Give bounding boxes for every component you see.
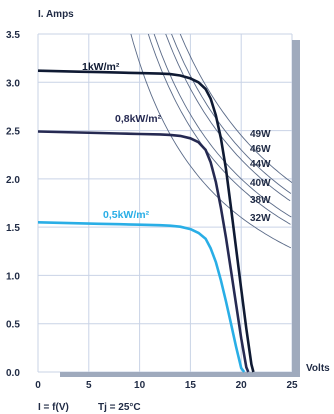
plot-right-border xyxy=(292,40,300,374)
y-tick-label: 0.5 xyxy=(6,320,20,331)
x-tick-label: 10 xyxy=(134,380,146,391)
y-tick-label: 3.0 xyxy=(6,78,20,89)
x-tick-label: 25 xyxy=(286,380,298,391)
power-label-38w: 38W xyxy=(250,195,271,206)
x-axis-title: Volts xyxy=(306,363,330,374)
y-tick-label: 2.0 xyxy=(6,175,20,186)
power-label-46w: 46W xyxy=(250,144,271,155)
power-curve-49w xyxy=(179,34,292,184)
footer-condition: Tj = 25°C xyxy=(98,402,141,413)
series-label-0-5kw: 0,5kW/m² xyxy=(103,209,150,221)
series-line-0 xyxy=(37,69,255,373)
power-curve-46w xyxy=(171,34,292,194)
y-tick-labels: 0.0 0.5 1.0 1.5 2.0 2.5 3.0 3.5 xyxy=(6,30,20,379)
power-label-32w: 32W xyxy=(250,213,271,224)
power-label-49w: 49W xyxy=(250,129,271,140)
plot-bottom-border xyxy=(60,372,300,377)
x-tick-label: 5 xyxy=(86,380,92,391)
power-label-44w: 44W xyxy=(250,159,271,170)
x-tick-label: 0 xyxy=(35,380,41,391)
x-tick-label: 15 xyxy=(185,380,197,391)
power-curve-40w xyxy=(153,34,292,218)
series-line-2 xyxy=(37,221,246,373)
y-tick-label: 3.5 xyxy=(6,30,20,41)
y-tick-label: 2.5 xyxy=(6,127,20,138)
power-label-40w: 40W xyxy=(250,178,271,189)
x-tick-label: 20 xyxy=(236,380,248,391)
power-curves xyxy=(130,34,292,249)
y-tick-label: 0.0 xyxy=(6,368,20,379)
power-curve-38w xyxy=(147,34,291,225)
y-tick-label: 1.5 xyxy=(6,223,20,234)
series-label-0-8kw: 0,8kW/m² xyxy=(115,113,162,125)
y-tick-label: 1.0 xyxy=(6,271,20,282)
power-curve-32w xyxy=(130,34,292,249)
series-line-1 xyxy=(37,130,250,373)
series-label-1kw: 1kW/m² xyxy=(82,61,120,73)
power-curve-44w xyxy=(165,34,291,202)
x-tick-labels: 0 5 10 15 20 25 xyxy=(35,380,298,391)
y-axis-title: I. Amps xyxy=(38,9,74,20)
series-lines xyxy=(37,69,255,373)
footer-formula: I = f(V) xyxy=(38,402,69,413)
